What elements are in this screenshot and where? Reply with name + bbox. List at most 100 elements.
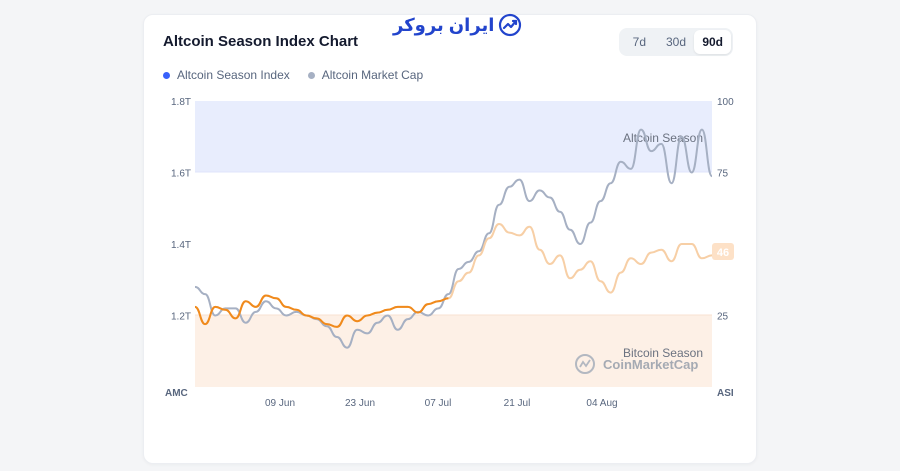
- amc-point[interactable]: [447, 293, 449, 295]
- asi-point[interactable]: [569, 277, 571, 279]
- amc-point[interactable]: [630, 168, 632, 170]
- amc-point[interactable]: [528, 200, 530, 202]
- asi-point[interactable]: [407, 306, 409, 308]
- amc-point[interactable]: [498, 204, 500, 206]
- amc-point[interactable]: [336, 336, 338, 338]
- amc-point[interactable]: [194, 286, 196, 288]
- amc-point[interactable]: [620, 161, 622, 163]
- amc-point[interactable]: [245, 322, 247, 324]
- amc-point[interactable]: [265, 300, 267, 302]
- asi-point[interactable]: [518, 234, 520, 236]
- asi-point[interactable]: [691, 243, 693, 245]
- amc-point[interactable]: [559, 211, 561, 213]
- amc-point[interactable]: [397, 329, 399, 331]
- asi-point[interactable]: [498, 223, 500, 225]
- amc-point[interactable]: [407, 318, 409, 320]
- amc-point[interactable]: [346, 347, 348, 349]
- amc-point[interactable]: [427, 314, 429, 316]
- asi-point[interactable]: [214, 306, 216, 308]
- asi-point[interactable]: [660, 249, 662, 251]
- amc-point[interactable]: [701, 128, 703, 130]
- amc-point[interactable]: [417, 311, 419, 313]
- asi-point[interactable]: [539, 249, 541, 251]
- amc-point[interactable]: [437, 307, 439, 309]
- asi-point[interactable]: [528, 226, 530, 228]
- asi-point[interactable]: [204, 323, 206, 325]
- amc-point[interactable]: [650, 150, 652, 152]
- asi-point[interactable]: [670, 260, 672, 262]
- asi-point[interactable]: [255, 306, 257, 308]
- amc-point[interactable]: [488, 232, 490, 234]
- amc-point[interactable]: [255, 311, 257, 313]
- legend-item-amc[interactable]: Altcoin Market Cap: [307, 68, 423, 82]
- amc-point[interactable]: [214, 314, 216, 316]
- series-line-altcoin-season-index[interactable]: [194, 222, 713, 328]
- asi-point[interactable]: [427, 303, 429, 305]
- asi-point[interactable]: [630, 257, 632, 259]
- amc-point[interactable]: [326, 325, 328, 327]
- asi-point[interactable]: [437, 300, 439, 302]
- amc-point[interactable]: [234, 307, 236, 309]
- asi-point[interactable]: [701, 257, 703, 259]
- asi-point[interactable]: [265, 294, 267, 296]
- asi-point[interactable]: [285, 306, 287, 308]
- amc-point[interactable]: [711, 175, 713, 177]
- legend-item-asi[interactable]: Altcoin Season Index: [163, 68, 290, 82]
- amc-point[interactable]: [549, 196, 551, 198]
- range-30d-button[interactable]: 30d: [665, 35, 687, 49]
- range-90d-button[interactable]: 90d: [694, 30, 732, 54]
- amc-point[interactable]: [356, 329, 358, 331]
- asi-point[interactable]: [680, 243, 682, 245]
- asi-point[interactable]: [640, 263, 642, 265]
- amc-point[interactable]: [589, 221, 591, 223]
- amc-point[interactable]: [275, 307, 277, 309]
- amc-point[interactable]: [569, 229, 571, 231]
- amc-point[interactable]: [204, 293, 206, 295]
- amc-point[interactable]: [680, 136, 682, 138]
- amc-point[interactable]: [660, 143, 662, 145]
- range-7d-button[interactable]: 7d: [632, 35, 647, 49]
- asi-point[interactable]: [234, 317, 236, 319]
- asi-point[interactable]: [326, 323, 328, 325]
- asi-point[interactable]: [478, 254, 480, 256]
- amc-point[interactable]: [285, 314, 287, 316]
- amc-point[interactable]: [295, 311, 297, 313]
- asi-point[interactable]: [559, 254, 561, 256]
- amc-point[interactable]: [478, 250, 480, 252]
- amc-point[interactable]: [599, 200, 601, 202]
- asi-point[interactable]: [397, 306, 399, 308]
- asi-point[interactable]: [366, 314, 368, 316]
- amc-point[interactable]: [691, 171, 693, 173]
- asi-point[interactable]: [579, 269, 581, 271]
- asi-point[interactable]: [356, 320, 358, 322]
- amc-point[interactable]: [518, 178, 520, 180]
- amc-point[interactable]: [670, 182, 672, 184]
- asi-point[interactable]: [194, 306, 196, 308]
- amc-point[interactable]: [640, 128, 642, 130]
- amc-point[interactable]: [305, 314, 307, 316]
- amc-point[interactable]: [315, 318, 317, 320]
- asi-point[interactable]: [376, 311, 378, 313]
- asi-point[interactable]: [589, 260, 591, 262]
- amc-point[interactable]: [224, 307, 226, 309]
- asi-point[interactable]: [599, 280, 601, 282]
- asi-point[interactable]: [549, 263, 551, 265]
- asi-point[interactable]: [457, 280, 459, 282]
- asi-point[interactable]: [245, 300, 247, 302]
- amc-point[interactable]: [579, 243, 581, 245]
- asi-point[interactable]: [447, 297, 449, 299]
- amc-point[interactable]: [376, 322, 378, 324]
- asi-point[interactable]: [275, 297, 277, 299]
- series-line-altcoin-market-cap[interactable]: [194, 128, 713, 349]
- asi-point[interactable]: [508, 231, 510, 233]
- asi-point[interactable]: [468, 271, 470, 273]
- asi-point[interactable]: [346, 314, 348, 316]
- amc-point[interactable]: [539, 189, 541, 191]
- amc-point[interactable]: [468, 261, 470, 263]
- asi-point[interactable]: [609, 291, 611, 293]
- amc-point[interactable]: [386, 314, 388, 316]
- asi-point[interactable]: [386, 309, 388, 311]
- asi-point[interactable]: [650, 251, 652, 253]
- asi-point[interactable]: [336, 326, 338, 328]
- asi-point[interactable]: [295, 309, 297, 311]
